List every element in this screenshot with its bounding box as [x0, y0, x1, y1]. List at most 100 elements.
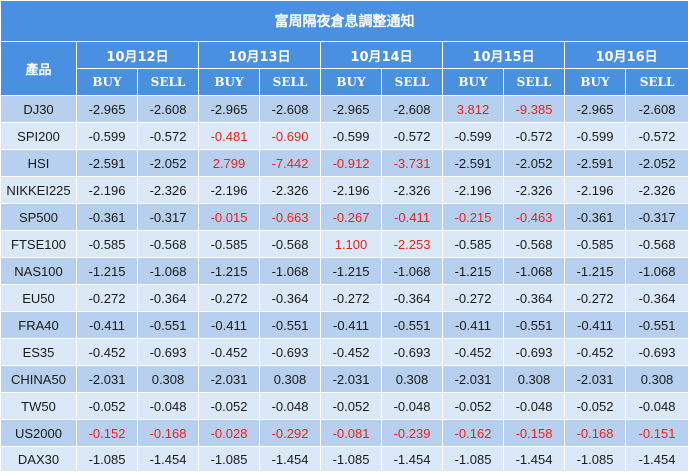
date-header: 10月13日: [198, 41, 321, 69]
product-name: DAX30: [0, 446, 77, 472]
sell-rate-cell: -0.551: [259, 311, 321, 339]
buy-rate-cell: -0.411: [198, 311, 260, 339]
buy-rate-cell: -0.272: [198, 284, 260, 312]
buy-sell-header-row: BUY SELL BUY SELL BUY SELL BUY SELL BUY …: [1, 68, 688, 96]
sell-header: SELL: [624, 68, 688, 96]
buy-rate-cell: -0.411: [564, 311, 626, 339]
buy-rate-cell: -0.215: [442, 203, 504, 231]
sell-rate-cell: -2.326: [381, 176, 443, 204]
buy-rate-cell: -0.015: [198, 203, 260, 231]
product-name: ES35: [0, 338, 77, 366]
buy-rate-cell: -0.599: [320, 122, 382, 150]
sell-header: SELL: [259, 68, 321, 96]
sell-rate-cell: -0.048: [137, 392, 199, 420]
sell-rate-cell: -2.608: [624, 95, 688, 123]
buy-rate-cell: -2.196: [442, 176, 504, 204]
buy-rate-cell: -1.215: [76, 257, 138, 285]
sell-rate-cell: -0.693: [137, 338, 199, 366]
sell-rate-cell: 0.308: [259, 365, 321, 393]
sell-rate-cell: -0.551: [503, 311, 565, 339]
buy-header: BUY: [76, 68, 138, 96]
buy-rate-cell: -1.215: [198, 257, 260, 285]
table-row: DJ30 -2.965 -2.608 -2.965 -2.608 -2.965 -2.608…: [0, 95, 688, 123]
sell-rate-cell: 0.308: [381, 365, 443, 393]
sell-rate-cell: -1.068: [259, 257, 321, 285]
buy-rate-cell: -1.085: [76, 446, 138, 472]
buy-rate-cell: -2.965: [564, 95, 626, 123]
sell-rate-cell: -0.239: [381, 419, 443, 447]
sell-rate-cell: -0.551: [624, 311, 688, 339]
table-row: DAX30 -1.085 -1.454 -1.085 -1.454 -1.085 -1.45…: [0, 446, 688, 472]
sell-rate-cell: -2.052: [503, 149, 565, 177]
sell-rate-cell: -3.731: [381, 149, 443, 177]
sell-rate-cell: -0.693: [503, 338, 565, 366]
buy-rate-cell: -0.272: [564, 284, 626, 312]
sell-rate-cell: -0.364: [503, 284, 565, 312]
sell-rate-cell: -1.068: [624, 257, 688, 285]
sell-header: SELL: [381, 68, 443, 96]
buy-rate-cell: -0.052: [76, 392, 138, 420]
buy-rate-cell: -0.411: [76, 311, 138, 339]
product-name: FTSE100: [0, 230, 77, 258]
sell-rate-cell: -2.326: [259, 176, 321, 204]
product-name: DJ30: [0, 95, 77, 123]
buy-rate-cell: -0.081: [320, 419, 382, 447]
sell-rate-cell: -0.551: [137, 311, 199, 339]
buy-header: BUY: [442, 68, 504, 96]
date-header: 10月15日: [442, 41, 565, 69]
buy-rate-cell: -0.452: [76, 338, 138, 366]
sell-rate-cell: -0.463: [503, 203, 565, 231]
buy-rate-cell: -0.481: [198, 122, 260, 150]
buy-rate-cell: -2.196: [76, 176, 138, 204]
buy-rate-cell: -2.965: [320, 95, 382, 123]
product-name: CHINA50: [0, 365, 77, 393]
date-header: 10月12日: [76, 41, 199, 69]
buy-rate-cell: -2.031: [76, 365, 138, 393]
buy-rate-cell: -0.052: [198, 392, 260, 420]
sell-rate-cell: -0.693: [624, 338, 688, 366]
sell-rate-cell: -0.693: [259, 338, 321, 366]
sell-rate-cell: -2.052: [624, 149, 688, 177]
buy-header: BUY: [198, 68, 260, 96]
product-name: FRA40: [0, 311, 77, 339]
table-row: CHINA50 -2.031 0.308 -2.031 0.308 -2.031 0.308…: [0, 365, 688, 393]
table-row: HSI -2.591 -2.052 2.799 -7.442 -0.912 -3.731 -2…: [0, 149, 688, 177]
buy-rate-cell: -0.585: [198, 230, 260, 258]
buy-rate-cell: -2.031: [320, 365, 382, 393]
sell-rate-cell: -1.068: [381, 257, 443, 285]
sell-rate-cell: -0.364: [259, 284, 321, 312]
buy-rate-cell: -2.196: [198, 176, 260, 204]
sell-rate-cell: -0.411: [381, 203, 443, 231]
buy-rate-cell: -0.411: [442, 311, 504, 339]
sell-rate-cell: -0.048: [624, 392, 688, 420]
table-row: EU50 -0.272 -0.364 -0.272 -0.364 -0.272 -0.364…: [0, 284, 688, 312]
sell-rate-cell: -2.326: [137, 176, 199, 204]
table-row: SPI200 -0.599 -0.572 -0.481 -0.690 -0.599 -0.5…: [0, 122, 688, 150]
buy-rate-cell: -0.028: [198, 419, 260, 447]
sell-rate-cell: -2.326: [503, 176, 565, 204]
sell-rate-cell: -0.568: [503, 230, 565, 258]
buy-rate-cell: -0.267: [320, 203, 382, 231]
sell-rate-cell: -7.442: [259, 149, 321, 177]
sell-rate-cell: -0.572: [137, 122, 199, 150]
buy-rate-cell: -0.585: [564, 230, 626, 258]
sell-rate-cell: -0.048: [259, 392, 321, 420]
sell-rate-cell: -2.608: [381, 95, 443, 123]
sell-rate-cell: -0.693: [381, 338, 443, 366]
product-name: HSI: [0, 149, 77, 177]
sell-rate-cell: -1.454: [503, 446, 565, 472]
sell-rate-cell: -0.572: [381, 122, 443, 150]
buy-header: BUY: [564, 68, 626, 96]
product-name: SPI200: [0, 122, 77, 150]
sell-rate-cell: -0.364: [624, 284, 688, 312]
date-header-row: 產品 10月12日 10月13日 10月14日 10月15日 10月16日: [0, 41, 688, 96]
sell-rate-cell: -1.068: [503, 257, 565, 285]
buy-rate-cell: -0.599: [564, 122, 626, 150]
sell-rate-cell: -0.168: [137, 419, 199, 447]
table-row: NIKKEI225 -2.196 -2.326 -2.196 -2.326 -2.196-…: [0, 176, 688, 204]
sell-rate-cell: -0.568: [259, 230, 321, 258]
sell-rate-cell: -0.158: [503, 419, 565, 447]
buy-rate-cell: -0.361: [564, 203, 626, 231]
date-header: 10月16日: [563, 41, 688, 69]
table-row: US2000 -0.152 -0.168 -0.028 -0.292 -0.081 -0.2…: [0, 419, 688, 447]
